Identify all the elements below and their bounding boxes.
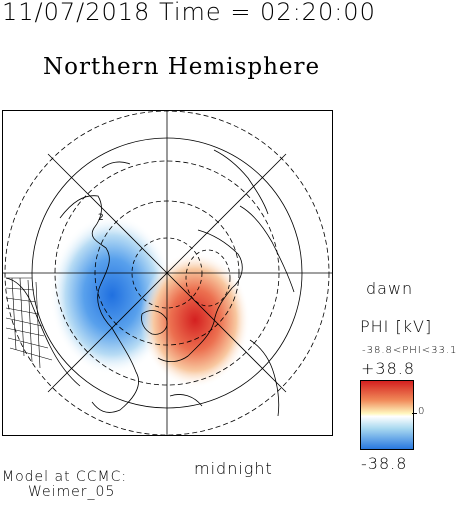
colorbar-zero-tick bbox=[412, 413, 417, 414]
midnight-label: midnight bbox=[194, 459, 273, 478]
timestamp: 11/07/2018 Time = 02:20:00 bbox=[2, 0, 376, 26]
credit-line-2: Weimer_05 bbox=[28, 484, 116, 500]
colorbar-title: PHI [kV] bbox=[360, 317, 433, 336]
positive-potential-cell bbox=[140, 252, 250, 388]
polar-map: 2 bbox=[2, 110, 333, 436]
colorbar-min-label: -38.8 bbox=[361, 454, 408, 473]
colorbar bbox=[360, 380, 414, 450]
colorbar-range: -38.8<PHI<33.1 bbox=[362, 345, 458, 356]
map-title: Northern Hemisphere bbox=[43, 54, 321, 80]
grid-label: 2 bbox=[98, 213, 104, 223]
dawn-label: dawn bbox=[366, 279, 414, 298]
colorbar-zero-label: 0 bbox=[418, 406, 426, 417]
credit-line-1: Model at CCMC: bbox=[2, 469, 128, 485]
colorbar-max-label: +38.8 bbox=[361, 359, 416, 378]
